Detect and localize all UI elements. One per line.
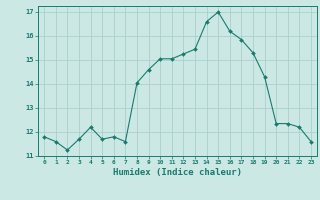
X-axis label: Humidex (Indice chaleur): Humidex (Indice chaleur) [113,168,242,177]
